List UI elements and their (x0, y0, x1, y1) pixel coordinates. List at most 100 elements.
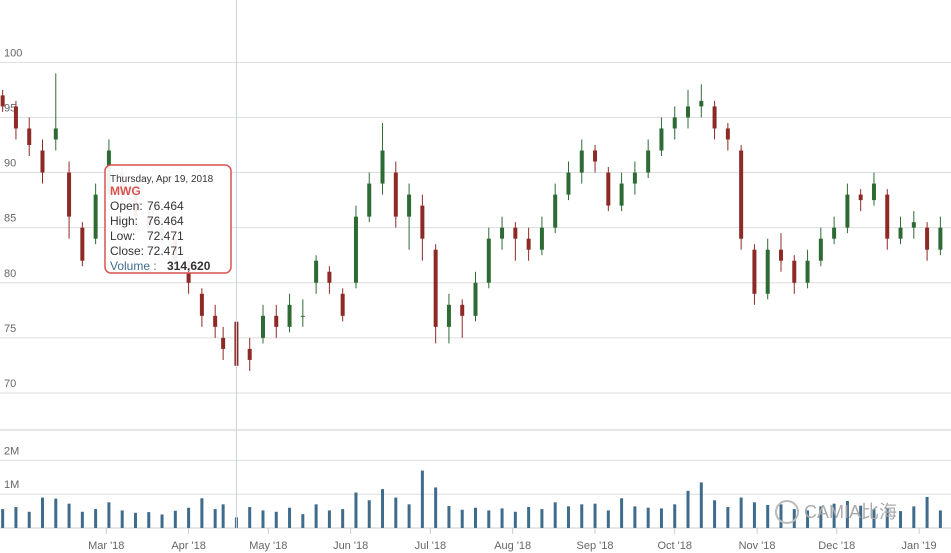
volume-bar (938, 510, 942, 528)
y-tick-label: 70 (4, 378, 16, 390)
volume-bar (527, 507, 531, 528)
x-tick-label: Jan '19 (902, 540, 937, 552)
x-tick-label: Dec '18 (818, 540, 855, 552)
volume-bar (593, 503, 597, 528)
candle-body (871, 183, 876, 201)
volume-bar (187, 507, 191, 528)
candle-body (393, 172, 398, 217)
candle-body (712, 106, 717, 129)
candle-body (778, 249, 783, 261)
volume-bar (566, 506, 570, 528)
volume-bar (447, 506, 451, 528)
volume-bar (434, 487, 438, 528)
volume-bar (832, 503, 836, 528)
volume-bar (221, 504, 225, 528)
volume-bar (460, 509, 464, 528)
tooltip-label: Low: (110, 229, 135, 243)
volume-bar (806, 510, 810, 528)
volume-bar (94, 509, 98, 528)
volume-bar (41, 497, 45, 528)
candle-body (539, 227, 544, 250)
volume-bar (659, 508, 663, 528)
candle-body (367, 183, 372, 217)
volume-bar (792, 509, 796, 528)
x-tick-label: Aug '18 (494, 540, 531, 552)
volume-bar (160, 514, 164, 528)
tooltip-label: High: (110, 214, 138, 228)
x-tick-label: Jun '18 (333, 540, 368, 552)
candle-body (274, 315, 279, 327)
candle-body (925, 227, 930, 250)
candle-body (460, 304, 465, 316)
candle-body (40, 150, 45, 173)
candle-body (553, 194, 558, 228)
y-tick-label: 75 (4, 323, 16, 335)
candle-body (13, 106, 18, 129)
tooltip-label: Open: (110, 199, 143, 213)
volume-bar (739, 497, 743, 528)
candle-body (566, 172, 571, 195)
candle-body (898, 227, 903, 239)
volume-bar (859, 505, 863, 528)
candle-body (407, 194, 412, 217)
y-tick-label: 85 (4, 213, 16, 225)
candle-body (792, 260, 797, 283)
volume-bar (14, 507, 18, 528)
candle-body (199, 293, 204, 316)
x-tick-label: Nov '18 (739, 540, 776, 552)
candle-body (752, 249, 757, 294)
volume-bar (27, 511, 31, 528)
tooltip-box (104, 164, 232, 274)
volume-bar (354, 492, 358, 528)
candle-body (380, 150, 385, 184)
volume-bar (819, 506, 823, 528)
candle-body (353, 216, 358, 283)
y-tick-label: 80 (4, 268, 16, 280)
volume-bar (474, 507, 477, 528)
candle-body (686, 106, 691, 118)
volume-bar (726, 507, 730, 528)
candle-body (632, 172, 637, 184)
volume-bar (327, 510, 331, 528)
candle-body (486, 238, 491, 283)
candle-body (911, 222, 916, 228)
marks (0, 0, 943, 528)
candle-body (765, 249, 770, 294)
volume-bar (606, 510, 610, 528)
volume-bar (487, 510, 491, 528)
volume-bar (420, 470, 424, 528)
volume-bar (766, 505, 770, 528)
candle-body (858, 194, 863, 201)
candle-body (513, 227, 518, 239)
x-tick-label: May '18 (249, 540, 287, 552)
candle-body (53, 128, 58, 140)
volume-bar (553, 502, 557, 528)
volume-bar (54, 498, 58, 528)
candle-body (473, 282, 478, 316)
y-tick-label: 1M (4, 479, 19, 491)
volume-bar (580, 504, 584, 528)
candle-body (805, 260, 810, 283)
candle-body (659, 128, 664, 151)
volume-bar (845, 500, 849, 528)
candle-body (221, 337, 226, 349)
volume-bar (779, 504, 783, 528)
x-tick-label: Apr '18 (171, 540, 206, 552)
candle-body (213, 315, 218, 327)
x-tick-label: Jul '18 (415, 540, 446, 552)
volume-bar (394, 497, 398, 528)
candle-body (885, 194, 890, 239)
volume-bar (107, 502, 111, 528)
candle-body (818, 238, 823, 261)
x-tick-label: Sep '18 (577, 540, 614, 552)
volume-bar (301, 514, 305, 528)
volume-bar (912, 506, 916, 528)
candle-body (579, 150, 584, 173)
volume-bar (274, 511, 278, 528)
volume-bar (288, 507, 292, 528)
candle-body (247, 348, 252, 360)
volume-bar (925, 496, 929, 528)
tooltip-value: 72.471 (147, 244, 184, 258)
candle-body (699, 100, 704, 107)
tooltip-value: 72.471 (147, 229, 184, 243)
